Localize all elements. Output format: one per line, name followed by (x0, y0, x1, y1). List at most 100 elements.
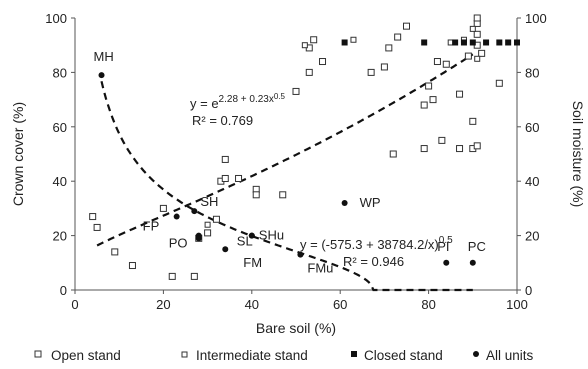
open-stand-point (429, 96, 437, 104)
x-tick-label: 20 (156, 297, 170, 312)
closed-stand-point (421, 39, 428, 46)
closed-stand-point (460, 39, 467, 46)
open-stand-point (204, 229, 212, 237)
all-units-point (469, 259, 476, 266)
point-label: SH (200, 194, 218, 209)
point-label: FMu (307, 261, 333, 276)
closed-stand-point (452, 39, 459, 46)
point-labels: MH FP SH PO FM SL SHu FMu WP PI PC (94, 49, 486, 276)
legend-item-all-units: All units (473, 348, 534, 363)
point-label: SHu (259, 228, 284, 243)
point-label: SL (237, 234, 253, 249)
right-y-tick-label: 60 (525, 120, 539, 135)
open-stand-point (221, 155, 229, 163)
open-stand-point (252, 191, 260, 199)
all-units-point (191, 208, 198, 215)
point-label: MH (94, 49, 114, 64)
filled-circle-marker (473, 351, 479, 357)
open-stand-point (367, 68, 375, 76)
crown-cover-fit-curve (96, 53, 474, 247)
left-y-tick-label: 20 (53, 229, 67, 244)
open-stand-point (305, 68, 313, 76)
point-label: FM (243, 255, 262, 270)
x-axis-label: Bare soil (%) (256, 320, 336, 336)
open-stand-point (469, 117, 477, 125)
right-y-tick-label: 100 (525, 11, 547, 26)
open-stand-point (473, 142, 481, 150)
right-y-tick-label: 20 (525, 229, 539, 244)
point-label: PO (169, 236, 188, 251)
open-stand-point (212, 215, 220, 223)
fit-curves (96, 53, 474, 292)
left-y-axis-label: Crown cover (%) (10, 102, 26, 206)
open-stand-point (438, 136, 446, 144)
left-y-tick-label: 60 (53, 120, 67, 135)
intermediate-stand-point (474, 55, 481, 62)
open-stand-point (456, 90, 464, 98)
open-stand-point (425, 82, 433, 90)
open-stand-point (420, 101, 428, 109)
small-open-square-marker (181, 351, 188, 358)
point-label: FP (143, 219, 160, 234)
open-stand-point (168, 272, 176, 280)
left-y-tick-label: 80 (53, 65, 67, 80)
left-y-tick-label: 40 (53, 174, 67, 189)
all-units-point (297, 251, 304, 258)
open-stand-point (473, 14, 481, 22)
closed-stand-point (496, 39, 503, 46)
open-stand-point (389, 150, 397, 158)
all-units-point (222, 246, 229, 253)
closed-stand-point (469, 39, 476, 46)
open-stand-point (319, 58, 327, 66)
legend-label-intermediate-stand: Intermediate stand (196, 348, 308, 363)
soil-moisture-fit-curve (100, 81, 473, 292)
open-stand-point (380, 63, 388, 71)
open-stand-point (385, 44, 393, 52)
intermediate-stand-point (204, 221, 211, 228)
legend-item-closed-stand: Closed stand (351, 348, 443, 363)
left-y-tick-label: 0 (60, 283, 67, 298)
open-stand-point (420, 145, 428, 153)
open-stand-point (159, 204, 167, 212)
legend-item-intermediate-stand: Intermediate stand (181, 348, 308, 363)
x-tick-label: 80 (421, 297, 435, 312)
legend: Open stand Intermediate stand Closed sta… (34, 348, 534, 363)
point-label: PI (437, 239, 449, 254)
left-y-tick-label: 100 (45, 11, 67, 26)
open-stand-point (310, 36, 318, 44)
open-stand-point (221, 174, 229, 182)
all-units-point (443, 259, 450, 266)
legend-item-open-stand: Open stand (34, 348, 121, 363)
fit2-equation: y = (-575.3 + 38784.2/x)0.5 (300, 235, 453, 252)
fit1-equation: y = e2.28 + 0.23x0.5 (190, 92, 286, 111)
open-stand-point (394, 33, 402, 41)
open-stand-point (473, 30, 481, 38)
closed-stand-point (514, 39, 520, 46)
point-label: WP (360, 195, 381, 210)
closed-stand-point (483, 39, 490, 46)
legend-label-closed-stand: Closed stand (364, 348, 443, 363)
x-tick-label: 60 (333, 297, 347, 312)
fit2-r2: R² = 0.946 (343, 254, 404, 269)
all-units-point (98, 72, 105, 79)
right-y-tick-label: 0 (525, 283, 532, 298)
all-units-point (195, 235, 202, 242)
legend-label-open-stand: Open stand (51, 348, 121, 363)
right-y-tick-label: 80 (525, 65, 539, 80)
closed-stand-point (341, 39, 348, 46)
open-stand-point (403, 22, 410, 30)
open-stand-point (235, 174, 243, 182)
open-stand-point (495, 79, 503, 87)
intermediate-stand-point (301, 42, 308, 49)
point-label: PC (468, 239, 486, 254)
fit1-r2: R² = 0.769 (192, 113, 253, 128)
open-stand-point (93, 223, 101, 231)
all-units-point (248, 232, 255, 239)
open-stand-point (292, 87, 300, 95)
closed-stand-point (505, 39, 512, 46)
open-square-marker (34, 350, 42, 358)
right-y-tick-label: 40 (525, 174, 539, 189)
x-tick-label: 0 (71, 297, 78, 312)
